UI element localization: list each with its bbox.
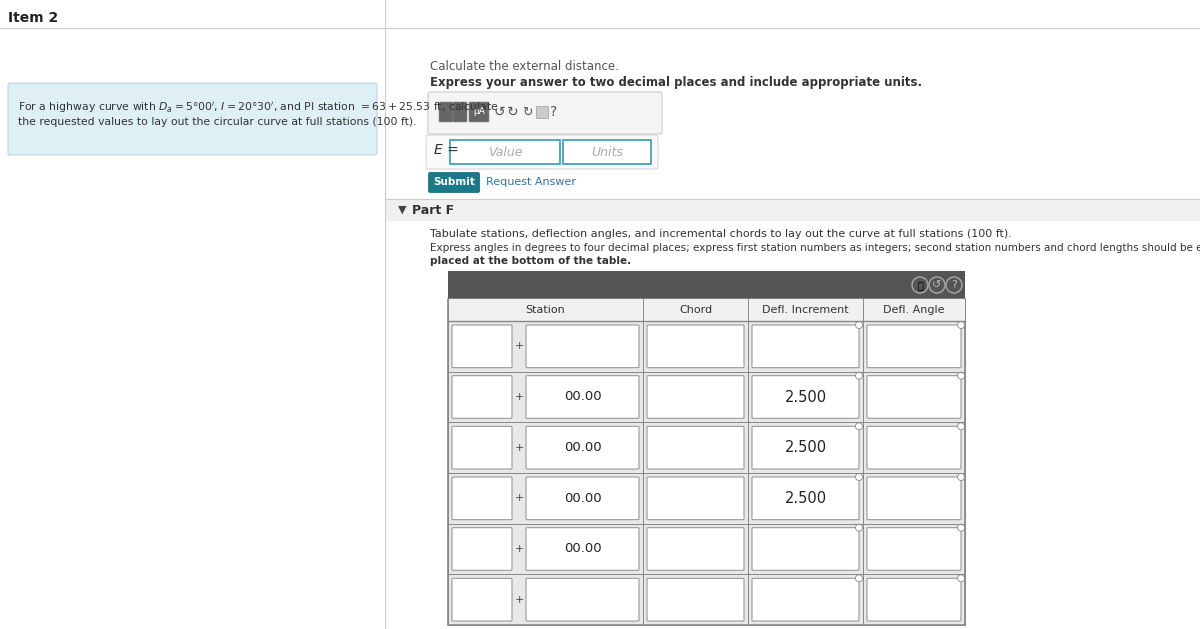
Text: 00.00: 00.00 [564,542,601,555]
FancyBboxPatch shape [647,477,744,520]
FancyBboxPatch shape [752,528,859,571]
Text: Express your answer to two decimal places and include appropriate units.: Express your answer to two decimal place… [430,76,922,89]
FancyBboxPatch shape [563,140,650,164]
Circle shape [856,575,863,582]
Text: ↺: ↺ [493,105,505,119]
FancyBboxPatch shape [452,528,512,571]
FancyBboxPatch shape [450,140,560,164]
FancyBboxPatch shape [526,477,640,520]
FancyBboxPatch shape [866,325,961,368]
Circle shape [958,474,965,481]
Bar [448,299,965,625]
Text: +: + [515,342,523,352]
FancyBboxPatch shape [452,426,512,469]
Text: Calculate the external distance.: Calculate the external distance. [430,60,619,73]
FancyBboxPatch shape [647,426,744,469]
FancyBboxPatch shape [8,83,377,155]
Text: 00.00: 00.00 [564,441,601,454]
Text: placed at the bottom of the table.: placed at the bottom of the table. [430,256,631,266]
Text: 2.500: 2.500 [785,491,827,506]
Text: μA: μA [473,108,485,116]
FancyBboxPatch shape [752,376,859,418]
FancyBboxPatch shape [647,376,744,418]
Text: Item 2: Item 2 [8,11,59,25]
Text: For a highway curve with $D_a = 5°00'$, $I = 20°30'$, and PI station $= 63 + 25.: For a highway curve with $D_a = 5°00'$, … [18,100,499,115]
Text: Chord: Chord [679,305,712,315]
Text: Defl. Increment: Defl. Increment [762,305,848,315]
Circle shape [958,575,965,582]
FancyBboxPatch shape [752,578,859,621]
FancyBboxPatch shape [439,102,454,122]
Bar [448,271,965,299]
Text: E =: E = [434,143,458,157]
Circle shape [958,423,965,430]
Text: Units: Units [592,145,623,159]
Text: the requested values to lay out the circular curve at full stations (100 ft).: the requested values to lay out the circ… [18,117,416,127]
FancyBboxPatch shape [426,135,658,169]
FancyBboxPatch shape [452,325,512,368]
FancyBboxPatch shape [452,578,512,621]
Text: ?: ? [952,280,956,290]
Circle shape [856,524,863,531]
Text: Value: Value [487,145,522,159]
Text: +: + [515,544,523,554]
FancyBboxPatch shape [526,578,640,621]
Text: Tabulate stations, deflection angles, and incremental chords to lay out the curv: Tabulate stations, deflection angles, an… [430,229,1012,239]
Circle shape [856,372,863,379]
Text: Express angles in degrees to four decimal places; express first station numbers : Express angles in degrees to four decima… [430,243,1200,253]
FancyBboxPatch shape [452,376,512,418]
FancyBboxPatch shape [647,325,744,368]
FancyBboxPatch shape [526,528,640,571]
Text: 00.00: 00.00 [564,391,601,403]
Text: 💡: 💡 [917,280,923,290]
Text: Defl. Angle: Defl. Angle [883,305,944,315]
Circle shape [958,321,965,328]
Text: Station: Station [526,305,565,315]
FancyBboxPatch shape [454,102,467,122]
FancyBboxPatch shape [752,325,859,368]
Text: ?: ? [551,105,558,119]
Text: Submit: Submit [433,177,475,187]
FancyBboxPatch shape [647,578,744,621]
Text: ▼: ▼ [398,205,407,215]
FancyBboxPatch shape [647,528,744,571]
FancyBboxPatch shape [526,426,640,469]
FancyBboxPatch shape [526,325,640,368]
Text: ↺: ↺ [932,280,942,290]
Text: ↻: ↻ [522,106,533,118]
Text: Request Answer: Request Answer [486,177,576,187]
Text: Part F: Part F [412,204,454,216]
Bar [385,199,1200,221]
Text: +: + [515,392,523,402]
Circle shape [856,321,863,328]
Circle shape [958,372,965,379]
FancyBboxPatch shape [866,426,961,469]
FancyBboxPatch shape [866,477,961,520]
Text: +: + [515,493,523,503]
FancyBboxPatch shape [866,376,961,418]
Circle shape [958,524,965,531]
Text: 2.500: 2.500 [785,389,827,404]
FancyBboxPatch shape [452,477,512,520]
Text: 2.500: 2.500 [785,440,827,455]
Circle shape [856,423,863,430]
Text: +: + [515,443,523,453]
Circle shape [856,474,863,481]
Bar [448,299,965,321]
FancyBboxPatch shape [866,528,961,571]
FancyBboxPatch shape [752,426,859,469]
Text: +: + [515,594,523,604]
FancyBboxPatch shape [866,578,961,621]
Text: 00.00: 00.00 [564,492,601,505]
FancyBboxPatch shape [752,477,859,520]
FancyBboxPatch shape [536,106,548,118]
FancyBboxPatch shape [428,172,480,192]
FancyBboxPatch shape [469,102,490,122]
FancyBboxPatch shape [428,92,662,134]
FancyBboxPatch shape [526,376,640,418]
Text: ↻: ↻ [508,105,518,119]
